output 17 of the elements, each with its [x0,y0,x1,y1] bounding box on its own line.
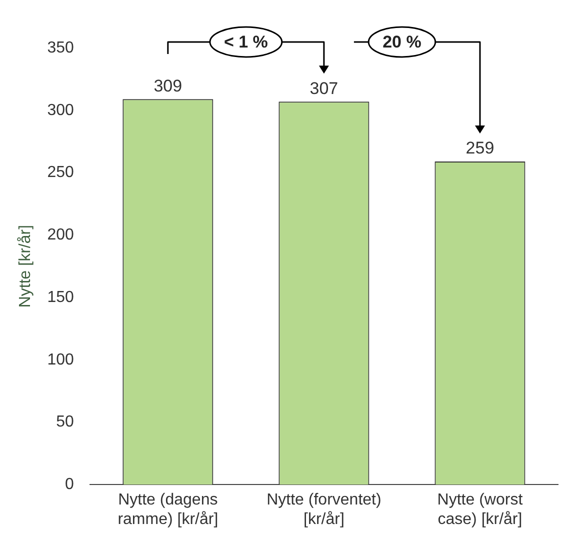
data-label: 307 [310,78,338,98]
data-label: 309 [154,76,182,96]
y-tick-label: 300 [47,102,74,119]
y-tick-label: 50 [56,414,74,431]
x-tick-label: Nytte (worst case) [kr/år] [437,492,524,528]
x-tick-label: Nytte (forventet) [kr/år] [266,492,382,528]
annotation: < 1 % [224,32,268,52]
y-tick-label: 250 [47,164,74,182]
annotation: 20 % [382,32,422,52]
y-tick-label: 100 [47,351,74,368]
y-axis-title: Nytte [kr/år] [17,224,34,308]
y-tick-label: 200 [47,226,74,244]
y-tick-label: 350 [47,39,74,56]
data-label: 259 [466,138,494,158]
y-tick-label: 0 [64,476,74,494]
y-tick-label: 150 [47,288,74,306]
x-tick-label: Nytte (dagens ramme) [kr/år] [118,492,218,528]
